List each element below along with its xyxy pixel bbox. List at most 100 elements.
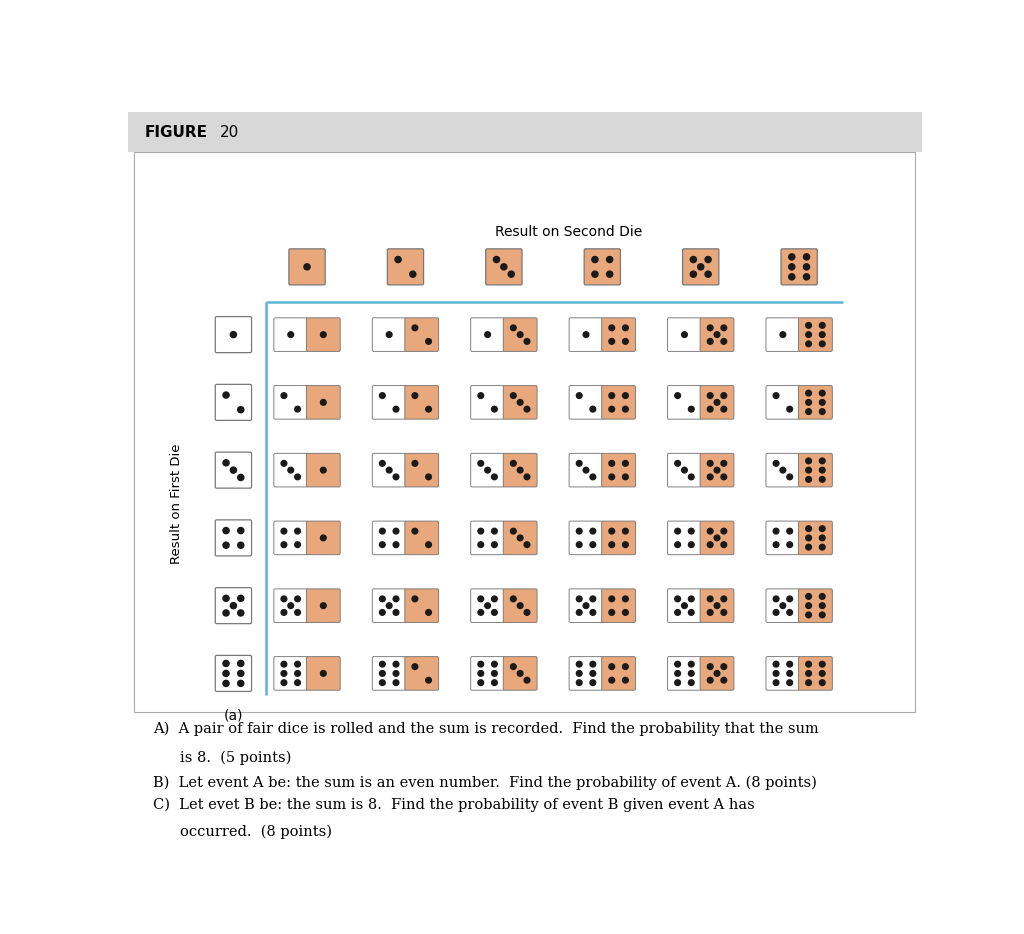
Circle shape [675,596,681,601]
Circle shape [688,406,694,412]
Circle shape [788,254,795,260]
Circle shape [230,332,237,338]
Circle shape [773,661,779,667]
Circle shape [623,610,629,616]
Circle shape [819,545,825,550]
Circle shape [675,661,681,667]
Circle shape [682,332,687,337]
Text: A)  A pair of fair dice is rolled and the sum is recorded.  Find the probability: A) A pair of fair dice is rolled and the… [153,722,818,736]
Circle shape [714,535,720,541]
Circle shape [721,610,727,616]
Circle shape [386,467,392,473]
Circle shape [412,529,418,534]
Circle shape [780,332,785,337]
Circle shape [688,474,694,480]
Circle shape [295,542,300,547]
Circle shape [223,595,229,601]
Circle shape [478,680,483,686]
Circle shape [773,460,779,466]
Circle shape [295,661,300,667]
Circle shape [590,610,596,616]
Circle shape [819,671,825,676]
Circle shape [819,526,825,531]
Circle shape [484,332,490,337]
Circle shape [577,680,582,686]
Circle shape [386,602,392,608]
Circle shape [806,602,811,608]
FancyBboxPatch shape [471,318,505,351]
Circle shape [281,610,287,616]
Circle shape [806,671,811,676]
FancyBboxPatch shape [799,521,833,555]
Circle shape [714,400,720,405]
Circle shape [295,671,300,676]
Circle shape [804,254,810,260]
Circle shape [721,406,727,412]
Circle shape [806,409,811,415]
FancyBboxPatch shape [503,386,537,419]
Circle shape [524,406,529,412]
Circle shape [606,257,612,262]
FancyBboxPatch shape [404,386,438,419]
Circle shape [773,596,779,601]
Circle shape [478,671,483,676]
Circle shape [806,661,811,667]
Circle shape [492,671,498,676]
Circle shape [238,595,244,601]
FancyBboxPatch shape [799,318,833,351]
Circle shape [721,542,727,547]
FancyBboxPatch shape [700,318,734,351]
Circle shape [380,529,385,534]
Circle shape [577,529,582,534]
Circle shape [690,257,696,262]
Circle shape [517,602,523,608]
Circle shape [478,393,483,399]
Circle shape [380,680,385,686]
Circle shape [590,406,596,412]
Circle shape [675,529,681,534]
Circle shape [511,325,516,331]
Circle shape [426,474,431,480]
Circle shape [675,680,681,686]
Circle shape [238,610,244,616]
FancyBboxPatch shape [668,657,701,690]
FancyBboxPatch shape [766,588,800,622]
Circle shape [426,542,431,547]
FancyBboxPatch shape [569,657,603,690]
Circle shape [393,542,398,547]
Circle shape [501,263,507,270]
Circle shape [714,467,720,473]
Circle shape [412,460,418,466]
Circle shape [492,406,498,412]
Circle shape [393,610,398,616]
Circle shape [682,602,687,608]
FancyBboxPatch shape [404,521,438,555]
Circle shape [708,338,713,345]
Circle shape [223,680,229,686]
Text: FIGURE: FIGURE [145,124,208,139]
Circle shape [623,474,629,480]
Circle shape [478,529,483,534]
FancyBboxPatch shape [404,588,438,622]
Circle shape [780,602,785,608]
Circle shape [223,660,229,667]
Circle shape [238,542,244,548]
Circle shape [590,671,596,676]
Circle shape [393,529,398,534]
FancyBboxPatch shape [215,656,252,691]
Circle shape [478,661,483,667]
FancyBboxPatch shape [602,521,636,555]
Text: is 8.  (5 points): is 8. (5 points) [180,750,291,765]
Circle shape [511,664,516,670]
Circle shape [281,529,287,534]
Circle shape [511,596,516,601]
Circle shape [819,409,825,415]
Circle shape [281,661,287,667]
FancyBboxPatch shape [471,657,505,690]
Circle shape [806,545,811,550]
Circle shape [714,602,720,608]
FancyBboxPatch shape [306,453,340,487]
Circle shape [511,393,516,399]
Circle shape [393,474,398,480]
FancyBboxPatch shape [215,520,252,556]
